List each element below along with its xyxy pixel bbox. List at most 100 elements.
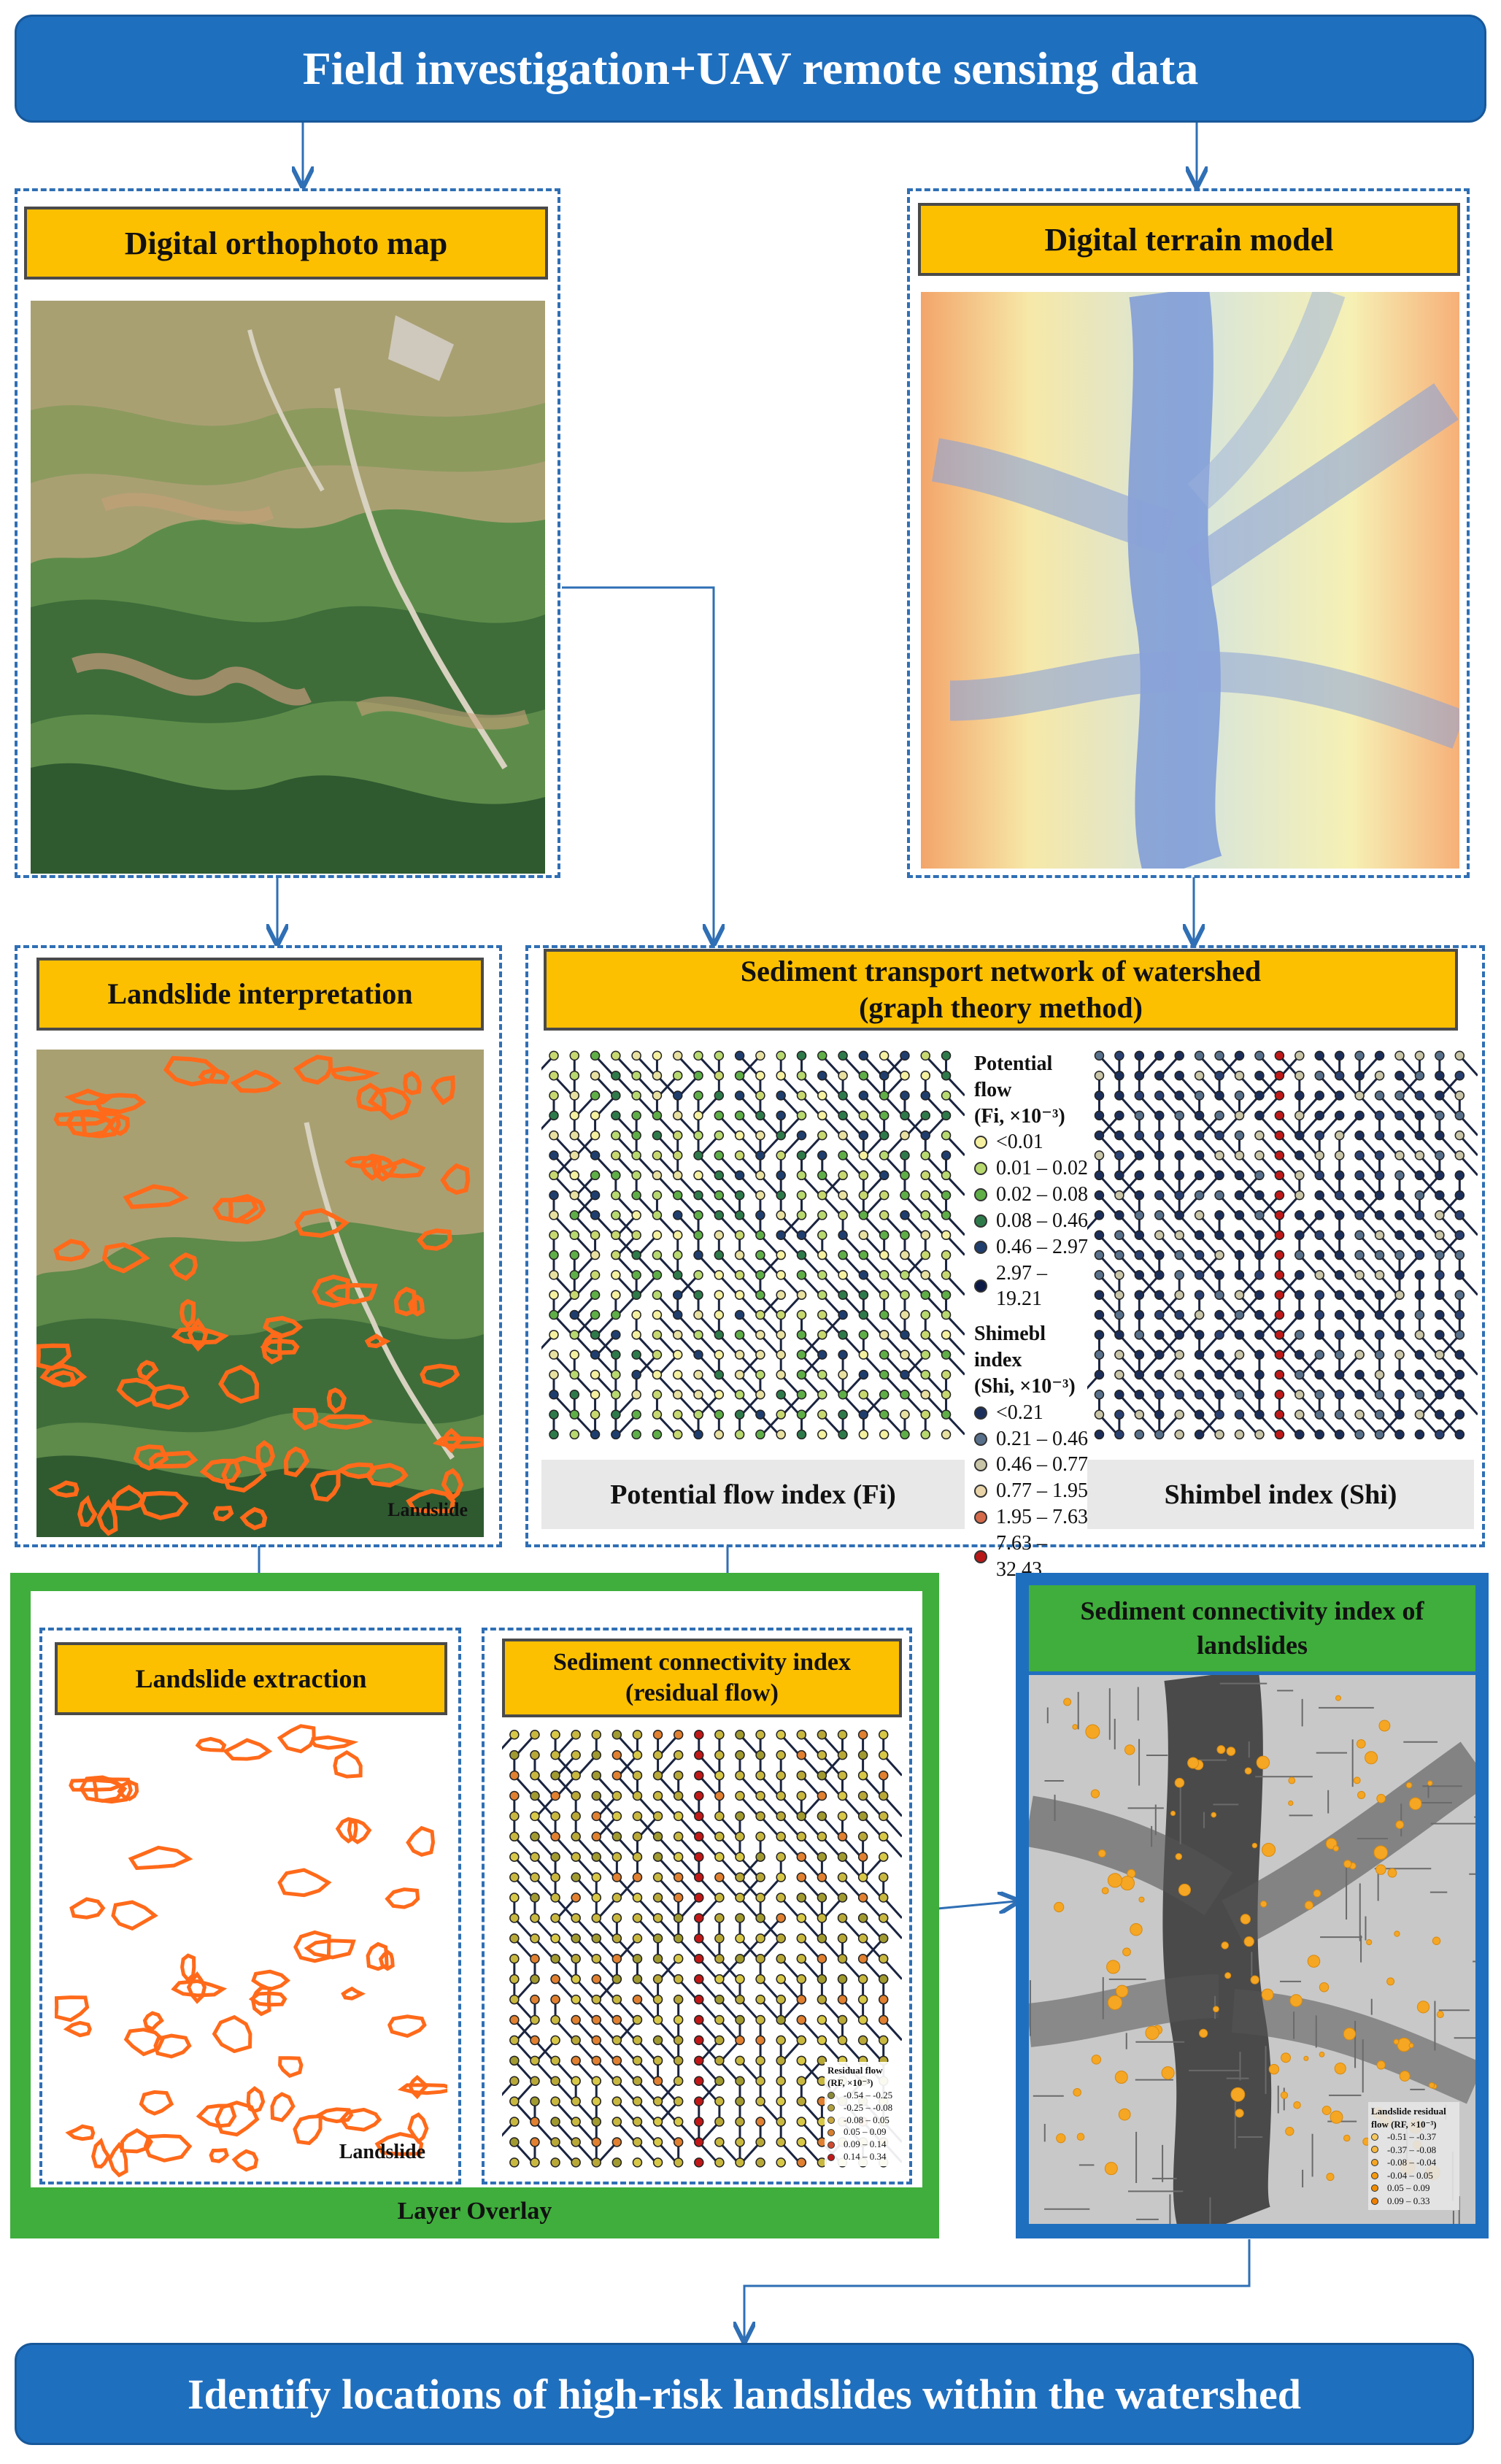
interp-label: Landslide interpretation	[107, 977, 413, 1010]
network-node	[673, 2035, 684, 2046]
landslide-dot	[1107, 1873, 1122, 1888]
rf-legend-swatch	[827, 2153, 835, 2161]
shimbel-network	[1087, 1050, 1478, 1440]
ls-legend-label: -0.04 – 0.05	[1387, 2169, 1433, 2181]
network-node	[694, 1913, 704, 1923]
network-node	[632, 1994, 643, 2005]
network-node	[652, 1350, 663, 1360]
network-node	[632, 1770, 643, 1781]
network-node	[509, 1933, 520, 1944]
network-node	[858, 1190, 869, 1201]
network-node	[1114, 1369, 1124, 1380]
network-node	[652, 1050, 663, 1061]
network-node	[755, 2137, 765, 2147]
network-node	[858, 1210, 869, 1220]
network-node	[838, 1050, 848, 1061]
network-node	[631, 1290, 641, 1300]
network-node	[591, 1933, 602, 1944]
landslide-polygon	[312, 1274, 350, 1308]
network-node	[1314, 1429, 1325, 1440]
network-node	[837, 1893, 848, 1903]
network-node	[920, 1290, 930, 1300]
landslide-polygon	[408, 1294, 425, 1317]
network-node	[796, 2076, 807, 2086]
network-node	[776, 2076, 786, 2086]
shi-legend-row: <0.21	[974, 1400, 1091, 1426]
network-node	[900, 1330, 910, 1340]
landslide-dot	[1307, 1955, 1321, 1968]
network-node	[631, 1190, 641, 1201]
interpretation-image	[36, 1050, 484, 1537]
network-node	[571, 1790, 581, 1801]
network-node	[530, 1852, 540, 1862]
network-node	[755, 2055, 765, 2066]
network-node	[693, 1290, 703, 1300]
network-node	[878, 1729, 889, 1740]
network-node	[776, 1070, 786, 1081]
network-node	[920, 1309, 930, 1320]
network-node	[1094, 1330, 1105, 1340]
network-node	[509, 2076, 520, 2086]
landslide-dot	[1405, 1782, 1413, 1789]
network-node	[1374, 1290, 1385, 1300]
network-node	[1374, 1250, 1385, 1260]
network-node	[900, 1170, 910, 1181]
network-node	[590, 1250, 601, 1260]
network-node	[1334, 1309, 1345, 1320]
network-node	[1414, 1190, 1425, 1201]
rf-legend: Residual flow (RF, ×10⁻³) -0.54 – -0.25-…	[825, 2062, 903, 2167]
network-node	[1394, 1110, 1405, 1121]
network-node	[858, 1330, 869, 1340]
network-node	[837, 1749, 848, 1760]
network-node	[900, 1429, 910, 1440]
network-node	[1454, 1110, 1465, 1121]
network-node	[509, 2096, 520, 2106]
network-node	[1194, 1190, 1205, 1201]
network-node	[693, 1110, 703, 1121]
landslide-polygon	[324, 1282, 378, 1304]
shi-caption-bar: Shimbel index (Shi)	[1087, 1460, 1474, 1529]
network-node	[1435, 1130, 1445, 1141]
network-node	[776, 1190, 786, 1201]
network-node	[755, 1170, 765, 1181]
network-node	[1274, 1309, 1285, 1320]
network-node	[571, 1831, 581, 1842]
network-node	[1214, 1110, 1224, 1121]
network-node	[817, 1270, 827, 1280]
network-node	[1294, 1150, 1305, 1160]
landslide-polygon	[128, 1845, 193, 1871]
landslide-polygon	[310, 1470, 341, 1502]
network-node	[549, 1429, 559, 1440]
network-node	[1274, 1150, 1285, 1160]
network-node	[878, 1872, 889, 1882]
network-node	[632, 1790, 643, 1801]
network-node	[776, 1429, 786, 1440]
sci-title-line1: Sediment connectivity index	[553, 1648, 851, 1676]
network-node	[1334, 1090, 1345, 1101]
fi-legend-row: 0.08 – 0.46	[974, 1208, 1091, 1234]
network-node	[1294, 1390, 1305, 1400]
network-node	[1254, 1110, 1265, 1121]
network-node	[611, 1170, 621, 1181]
network-node	[611, 1872, 622, 1882]
landslide-dot	[1178, 1883, 1192, 1897]
network-node	[1354, 1070, 1365, 1081]
network-node	[941, 1309, 952, 1320]
network-node	[1394, 1150, 1405, 1160]
landslide-dot	[1378, 1720, 1391, 1732]
landslide-polygon	[180, 1953, 196, 1983]
network-node	[1414, 1270, 1425, 1280]
network-node	[796, 1050, 807, 1061]
landslide-dot	[1122, 1947, 1131, 1957]
network-node	[1274, 1190, 1285, 1201]
ls-legend-label: 0.09 – 0.33	[1387, 2195, 1430, 2206]
network-node	[652, 1090, 663, 1101]
network-node	[611, 1210, 621, 1220]
ls-legend-swatch	[1371, 2146, 1378, 2154]
network-node	[920, 1230, 930, 1240]
network-node	[652, 1893, 663, 1903]
network-node	[611, 2076, 622, 2086]
network-node	[776, 1050, 786, 1061]
network-node	[776, 1150, 786, 1160]
network-node	[1334, 1270, 1345, 1280]
